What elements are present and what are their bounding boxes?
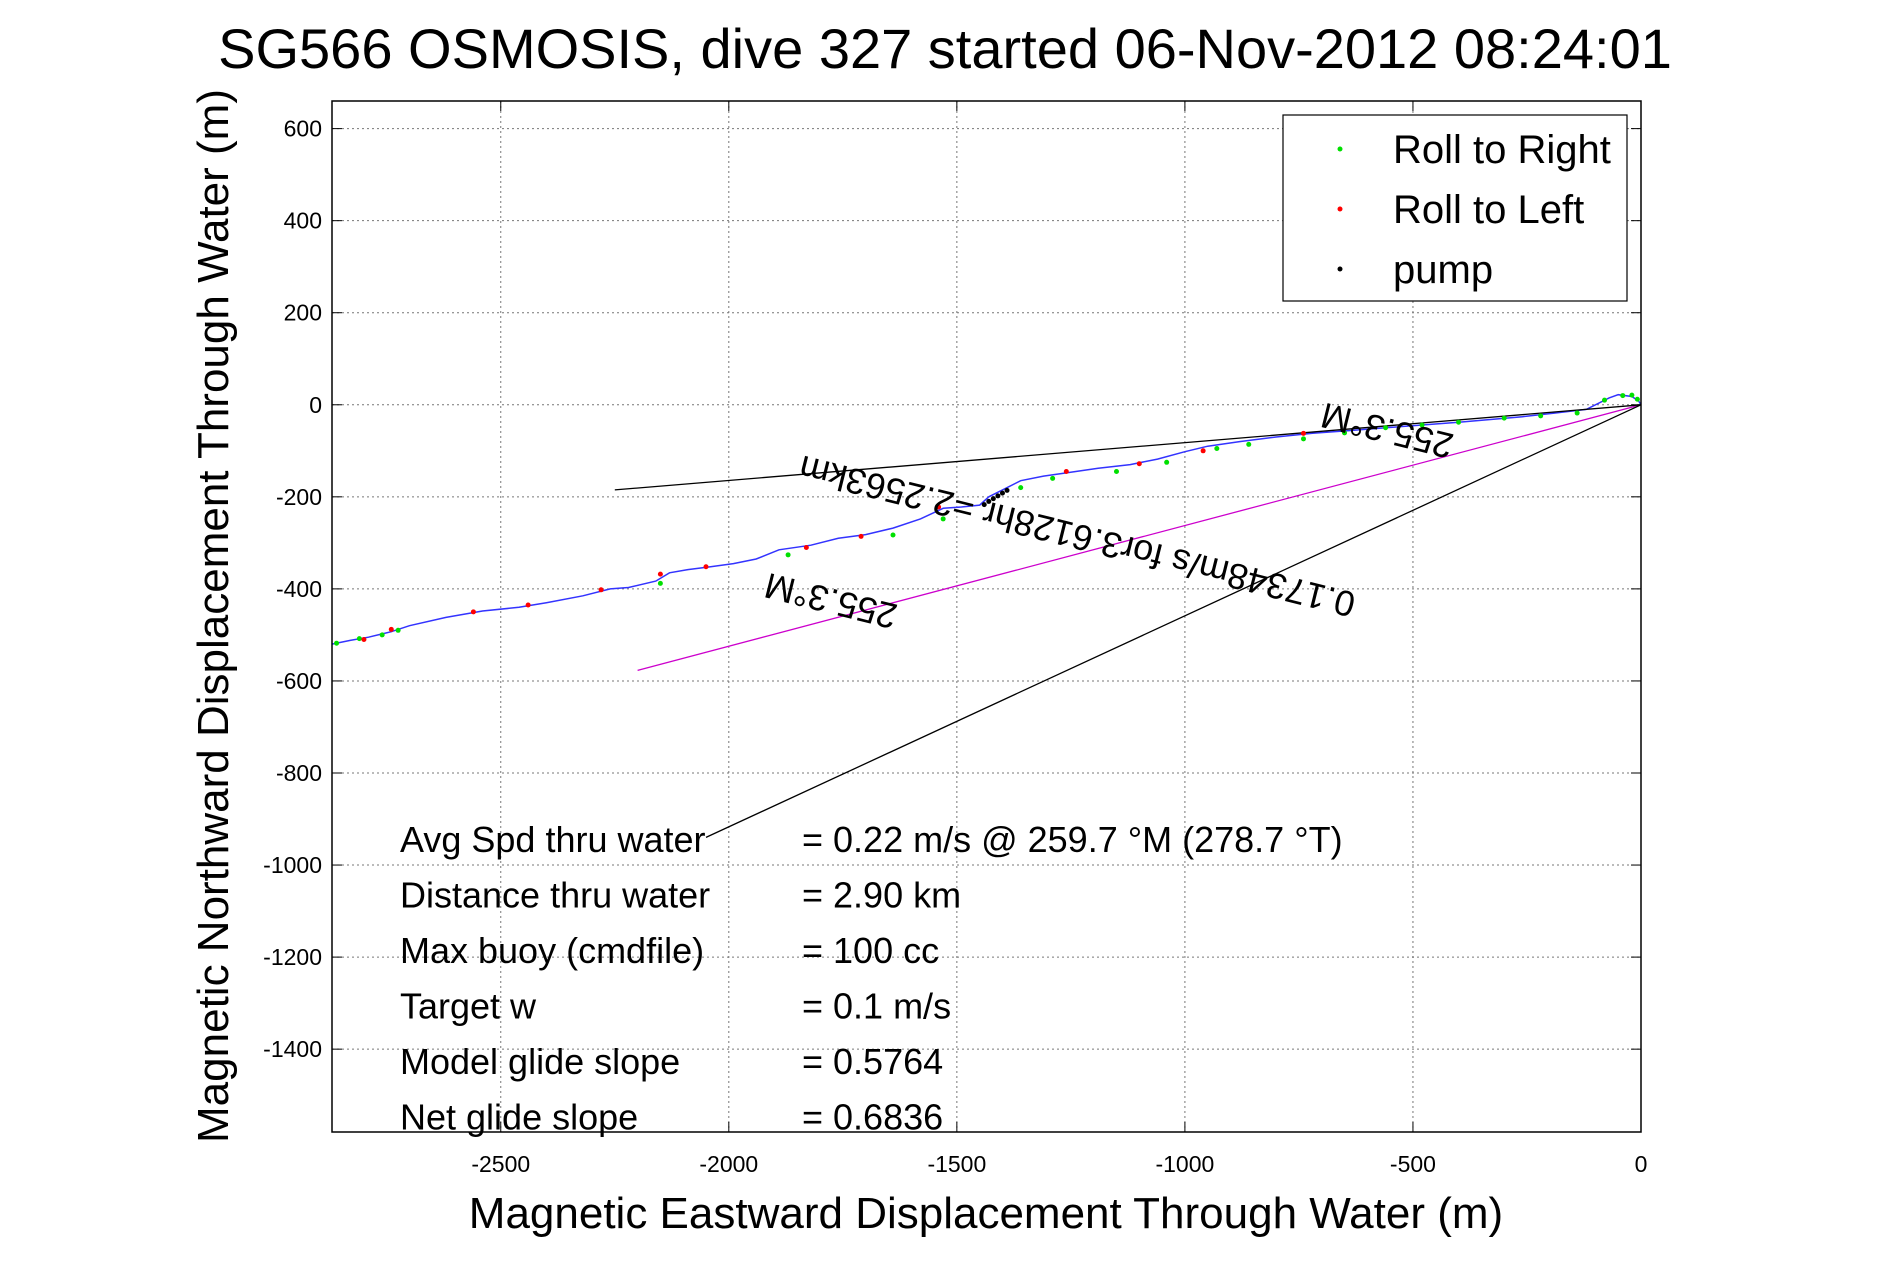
x-tick-label: 0: [1635, 1151, 1648, 1177]
roll-right-point: [1538, 413, 1544, 419]
roll-right-point: [334, 640, 340, 646]
legend-label: Roll to Left: [1393, 188, 1584, 232]
pump-point: [981, 502, 987, 508]
stat-value: = 0.5764: [802, 1041, 943, 1082]
roll-right-point: [1602, 397, 1608, 403]
x-tick-label: -1500: [927, 1151, 986, 1177]
y-tick-label: 600: [284, 116, 322, 142]
series-line-2: [637, 404, 1642, 672]
legend-marker: [1337, 146, 1343, 152]
legend-marker: [1337, 206, 1343, 212]
roll-right-point: [1164, 459, 1170, 465]
roll-right-point: [657, 580, 663, 586]
chart-title: SG566 OSMOSIS, dive 327 started 06-Nov-2…: [218, 17, 1672, 80]
pump-point: [986, 498, 992, 504]
legend-marker: [1337, 266, 1343, 272]
pump-point: [995, 493, 1001, 499]
y-tick-label: -1000: [263, 852, 322, 878]
roll-left-point: [803, 544, 809, 550]
x-tick-label: -2500: [471, 1151, 530, 1177]
roll-right-point: [1419, 422, 1425, 428]
plot-area: -2500 -2000 -1500 -1000 -500 0 600 400 200 0 -200 -…: [263, 100, 1647, 1177]
roll-right-point: [1018, 485, 1024, 491]
roll-left-point: [361, 637, 367, 643]
pump-point: [1004, 487, 1010, 493]
roll-left-point: [470, 609, 476, 615]
roll-left-point: [858, 533, 864, 539]
roll-right-point: [1456, 419, 1462, 425]
y-tick-label: -1200: [263, 944, 322, 970]
y-axis-label: Magnetic Northward Displacement Through …: [189, 89, 238, 1143]
y-tick-label: -1400: [263, 1036, 322, 1062]
series-line-4: [705, 404, 1642, 838]
roll-left-point: [1200, 448, 1206, 454]
legend: Roll to Right Roll to Left pump: [1282, 114, 1628, 302]
stat-label: Target w: [400, 986, 537, 1027]
stat-label: Model glide slope: [400, 1041, 680, 1082]
y-tick-label: 0: [309, 392, 322, 418]
stat-label: Distance thru water: [400, 875, 710, 916]
axis-ticks: -2500 -2000 -1500 -1000 -500 0 600 400 200 0 -200 -…: [263, 101, 1647, 1177]
roll-left-point: [598, 587, 604, 593]
y-tick-label: -200: [276, 484, 322, 510]
roll-right-point: [785, 552, 791, 558]
stat-label: Net glide slope: [400, 1097, 638, 1138]
roll-right-point: [356, 636, 362, 642]
roll-left-point: [657, 571, 663, 577]
roll-right-point: [395, 627, 401, 633]
roll-right-point: [1214, 446, 1220, 452]
pump-point: [990, 496, 996, 502]
roll-right-point: [1383, 425, 1389, 431]
roll-right-point: [1050, 475, 1056, 481]
y-tick-label: -400: [276, 576, 322, 602]
roll-right-point: [1501, 415, 1507, 421]
roll-right-point: [1342, 430, 1348, 436]
x-tick-label: -500: [1390, 1151, 1436, 1177]
stat-value: = 2.90 km: [802, 875, 961, 916]
roll-right-point: [1246, 441, 1252, 447]
stat-value: = 0.1 m/s: [802, 986, 951, 1027]
roll-left-point: [1063, 469, 1069, 475]
series-markers: [334, 392, 1640, 646]
x-axis-label: Magnetic Eastward Displacement Through W…: [469, 1189, 1503, 1238]
roll-right-point: [1629, 392, 1635, 398]
legend-label: pump: [1393, 248, 1493, 292]
roll-right-point: [379, 632, 385, 638]
series-line-3: [614, 404, 1642, 491]
pump-point: [999, 490, 1005, 496]
stat-value: = 0.22 m/s @ 259.7 °M (278.7 °T): [802, 819, 1343, 860]
roll-right-point: [1574, 410, 1580, 416]
roll-left-point: [936, 504, 942, 510]
x-tick-label: -1000: [1155, 1151, 1214, 1177]
y-tick-label: 400: [284, 208, 322, 234]
stat-value: = 100 cc: [802, 930, 939, 971]
y-tick-label: -600: [276, 668, 322, 694]
roll-left-point: [1300, 430, 1306, 436]
x-tick-label: -2000: [699, 1151, 758, 1177]
dive-stats: Avg Spd thru water = 0.22 m/s @ 259.7 °M …: [400, 819, 1343, 1138]
roll-right-point: [940, 516, 946, 522]
roll-left-point: [525, 602, 531, 608]
roll-left-point: [1136, 461, 1142, 467]
roll-right-point: [890, 532, 896, 538]
roll-right-point: [1620, 393, 1626, 399]
roll-left-point: [388, 626, 394, 632]
stat-label: Avg Spd thru water: [400, 819, 706, 860]
series-line-1: [331, 393, 1642, 645]
roll-right-point: [1113, 469, 1119, 475]
y-tick-label: 200: [284, 300, 322, 326]
roll-right-point: [1300, 436, 1306, 442]
plot-frame: [331, 100, 1642, 1133]
stat-label: Max buoy (cmdfile): [400, 930, 704, 971]
roll-right-point: [1634, 396, 1640, 402]
roll-left-point: [703, 564, 709, 570]
series-lines: [331, 393, 1642, 838]
legend-label: Roll to Right: [1393, 128, 1611, 172]
y-tick-label: -800: [276, 760, 322, 786]
stat-value: = 0.6836: [802, 1097, 943, 1138]
